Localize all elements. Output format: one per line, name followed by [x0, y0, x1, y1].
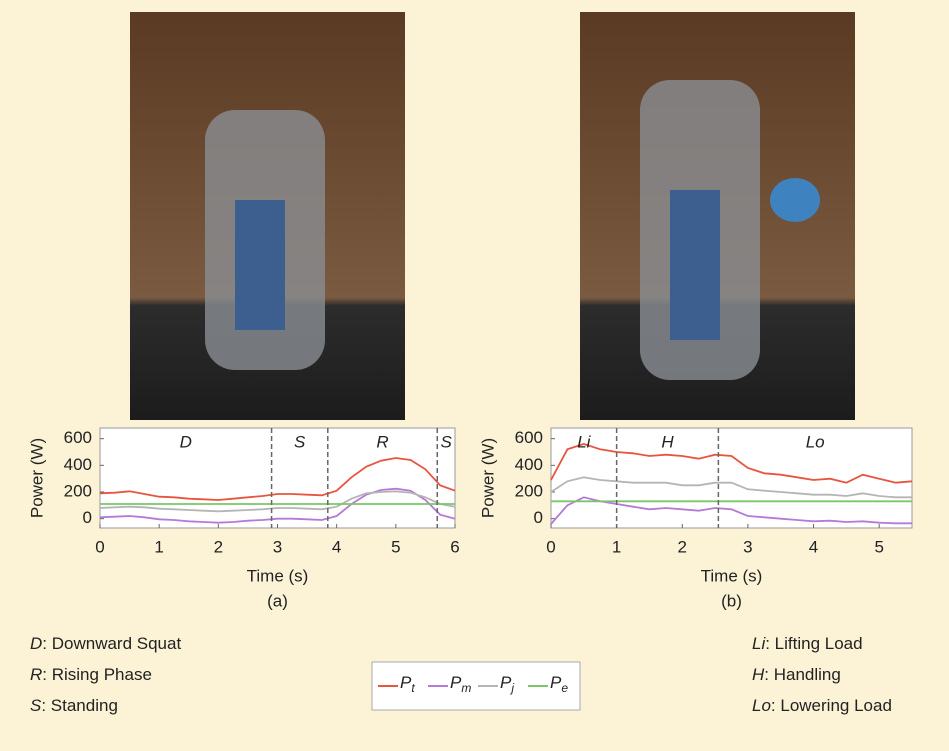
plot-area — [100, 428, 455, 528]
x-tick-label: 1 — [154, 537, 163, 556]
x-tick-label: 0 — [546, 537, 555, 556]
phase-label: R — [376, 432, 388, 451]
definition: S: Standing — [30, 696, 118, 715]
definition-term: D — [30, 634, 42, 653]
y-tick-label: 600 — [515, 428, 543, 447]
y-axis-label: Power (W) — [27, 438, 46, 518]
phase-label: D — [180, 432, 192, 451]
x-tick-label: 4 — [809, 537, 818, 556]
definition-text: : Handling — [764, 665, 841, 684]
phase-label: Lo — [806, 432, 825, 451]
phase-label: S — [440, 432, 452, 451]
definition-term: R — [30, 665, 42, 684]
y-tick-label: 0 — [534, 508, 543, 527]
x-tick-label: 6 — [450, 537, 459, 556]
y-tick-label: 200 — [515, 481, 543, 500]
x-axis-label: Time (s) — [701, 566, 763, 585]
definition-term: Lo — [752, 696, 771, 715]
caption: (a) — [267, 591, 288, 610]
definition-text: : Standing — [41, 696, 118, 715]
x-tick-label: 0 — [95, 537, 104, 556]
x-tick-label: 3 — [743, 537, 752, 556]
definition: R: Rising Phase — [30, 665, 152, 684]
figure: 02004006000123456Time (s)(a)Power (W)DSR… — [0, 0, 949, 746]
definition-text: : Lowering Load — [771, 696, 892, 715]
y-tick-label: 400 — [515, 455, 543, 474]
y-tick-label: 600 — [64, 428, 92, 447]
definition: D: Downward Squat — [30, 634, 181, 653]
x-tick-label: 3 — [273, 537, 282, 556]
definition-term: H — [752, 665, 765, 684]
phase-label: S — [294, 432, 306, 451]
phase-label: Li — [577, 432, 591, 451]
photo-b — [580, 12, 855, 420]
y-tick-label: 400 — [64, 455, 92, 474]
definition: H: Handling — [752, 665, 841, 684]
photo-a — [130, 12, 405, 420]
x-tick-label: 2 — [678, 537, 687, 556]
x-axis-label: Time (s) — [247, 566, 309, 585]
definition-text: : Lifting Load — [765, 634, 862, 653]
y-axis-label: Power (W) — [478, 438, 497, 518]
phase-label: H — [661, 432, 674, 451]
x-tick-label: 1 — [612, 537, 621, 556]
y-tick-label: 200 — [64, 481, 92, 500]
x-tick-label: 5 — [391, 537, 400, 556]
x-tick-label: 2 — [214, 537, 223, 556]
x-tick-label: 4 — [332, 537, 341, 556]
definition-text: : Downward Squat — [42, 634, 181, 653]
definition-text: : Rising Phase — [42, 665, 152, 684]
definition: Lo: Lowering Load — [752, 696, 892, 715]
definition: Li: Lifting Load — [752, 634, 863, 653]
caption: (b) — [721, 591, 742, 610]
definition-term: S — [30, 696, 42, 715]
x-tick-label: 5 — [874, 537, 883, 556]
y-tick-label: 0 — [83, 508, 92, 527]
